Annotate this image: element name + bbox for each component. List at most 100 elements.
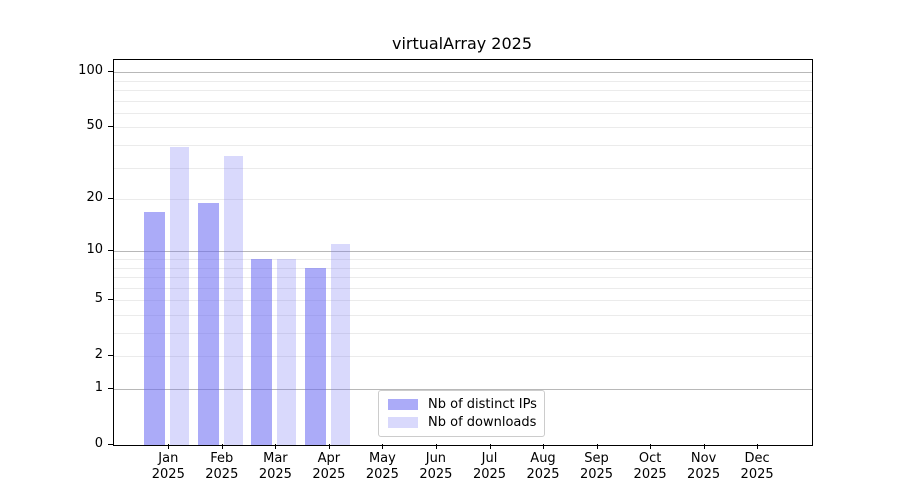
x-tick-year: 2025: [472, 467, 507, 482]
x-tick-month: Dec: [744, 451, 770, 466]
x-tick-year: 2025: [526, 467, 560, 482]
y-tick-mark: [108, 198, 113, 199]
legend-label-distinct-ips: Nb of distinct IPs: [428, 397, 537, 412]
x-tick-month: Sep: [584, 451, 609, 466]
x-tick-label: Mar 2025: [243, 451, 307, 483]
major-gridline: [114, 251, 812, 253]
minor-gridline: [114, 356, 812, 358]
x-tick-month: Mar: [263, 451, 288, 466]
x-tick-month: Jul: [481, 451, 498, 466]
x-tick-year: 2025: [365, 467, 399, 482]
minor-gridline: [114, 80, 812, 82]
x-tick-mark: [435, 444, 437, 449]
y-tick-mark: [108, 250, 113, 251]
y-tick-mark: [108, 299, 113, 300]
plot-area: [113, 59, 813, 446]
bar-nb-of-distinct-ips-jan: [144, 211, 166, 445]
minor-gridline: [114, 300, 812, 302]
bar-nb-of-downloads-feb: [223, 155, 243, 445]
y-tick-mark: [108, 126, 113, 127]
x-tick-mark: [543, 444, 544, 449]
x-tick-label: Feb 2025: [190, 451, 254, 483]
x-tick-mark: [382, 444, 384, 449]
y-tick-mark: [108, 355, 113, 356]
minor-gridline: [114, 90, 812, 91]
legend-swatch-distinct-ips-icon: [388, 399, 418, 410]
x-tick-month: Jan: [158, 451, 179, 466]
x-tick-year: 2025: [312, 467, 346, 482]
legend: Nb of distinct IPs Nb of downloads: [378, 390, 545, 437]
bar-nb-of-distinct-ips-mar: [251, 259, 273, 445]
x-tick-mark: [221, 444, 223, 449]
x-tick-month: May: [368, 451, 396, 466]
x-tick-label: Jan 2025: [136, 451, 200, 483]
x-tick-year: 2025: [687, 467, 721, 482]
y-tick-mark: [108, 388, 113, 389]
chart-title: virtualArray 2025: [391, 34, 533, 53]
x-tick-mark: [168, 444, 170, 449]
x-tick-label: Jul 2025: [458, 451, 522, 483]
x-tick-mark: [328, 444, 330, 449]
x-tick-year: 2025: [740, 467, 774, 482]
x-tick-year: 2025: [258, 467, 292, 482]
x-tick-mark: [650, 444, 652, 449]
y-tick-label: 10: [86, 242, 103, 258]
minor-gridline: [114, 100, 812, 102]
minor-gridline: [114, 315, 812, 316]
minor-gridline: [114, 333, 812, 334]
bar-nb-of-distinct-ips-apr: [304, 267, 326, 445]
x-tick-mark: [757, 444, 759, 449]
x-tick-month: Jun: [425, 451, 447, 466]
minor-gridline: [114, 259, 812, 260]
legend-label-downloads: Nb of downloads: [428, 415, 537, 430]
bar-nb-of-downloads-mar: [277, 259, 297, 445]
legend-entry-distinct-ips: Nb of distinct IPs: [388, 397, 537, 412]
x-tick-mark: [489, 444, 491, 449]
minor-gridline: [114, 167, 812, 169]
y-tick-label: 1: [94, 380, 103, 395]
x-tick-month: Apr: [317, 451, 341, 466]
x-tick-label: Apr 2025: [297, 451, 361, 483]
x-tick-label: Nov 2025: [672, 451, 736, 483]
y-tick-label: 20: [86, 190, 103, 206]
legend-swatch-downloads-icon: [388, 417, 418, 428]
y-tick-mark: [108, 71, 113, 72]
minor-gridline: [114, 127, 812, 129]
bar-nb-of-downloads-apr: [330, 244, 350, 445]
x-tick-label: Aug 2025: [511, 451, 575, 483]
y-tick-label: 100: [78, 63, 103, 79]
minor-gridline: [114, 199, 812, 201]
x-tick-label: Oct 2025: [618, 451, 682, 483]
x-tick-month: Feb: [210, 451, 234, 466]
major-gridline: [114, 389, 812, 390]
y-tick-label: 2: [94, 347, 103, 363]
y-tick-label: 0: [94, 436, 103, 451]
x-tick-label: May 2025: [350, 451, 414, 483]
bar-nb-of-downloads-jan: [170, 147, 190, 445]
y-tick-label: 50: [86, 118, 103, 134]
x-tick-label: Dec 2025: [725, 451, 789, 483]
x-tick-month: Oct: [638, 451, 662, 466]
x-tick-mark: [596, 444, 598, 449]
minor-gridline: [114, 277, 812, 278]
x-tick-label: Jun 2025: [404, 451, 468, 483]
x-tick-month: Aug: [530, 451, 556, 466]
x-tick-month: Nov: [690, 451, 717, 466]
minor-gridline: [114, 287, 812, 289]
y-tick-label: 5: [94, 291, 103, 307]
x-tick-year: 2025: [579, 467, 614, 482]
minor-gridline: [114, 145, 812, 146]
x-tick-year: 2025: [419, 467, 453, 482]
x-tick-year: 2025: [205, 467, 239, 482]
bar-nb-of-distinct-ips-feb: [197, 203, 219, 445]
x-tick-label: Sep 2025: [565, 451, 629, 483]
major-gridline: [114, 72, 812, 74]
y-tick-mark: [108, 444, 113, 445]
x-tick-year: 2025: [151, 467, 185, 482]
x-tick-mark: [275, 444, 277, 449]
x-tick-year: 2025: [633, 467, 667, 482]
x-tick-mark: [703, 444, 705, 449]
minor-gridline: [114, 267, 812, 269]
legend-entry-downloads: Nb of downloads: [388, 415, 537, 430]
